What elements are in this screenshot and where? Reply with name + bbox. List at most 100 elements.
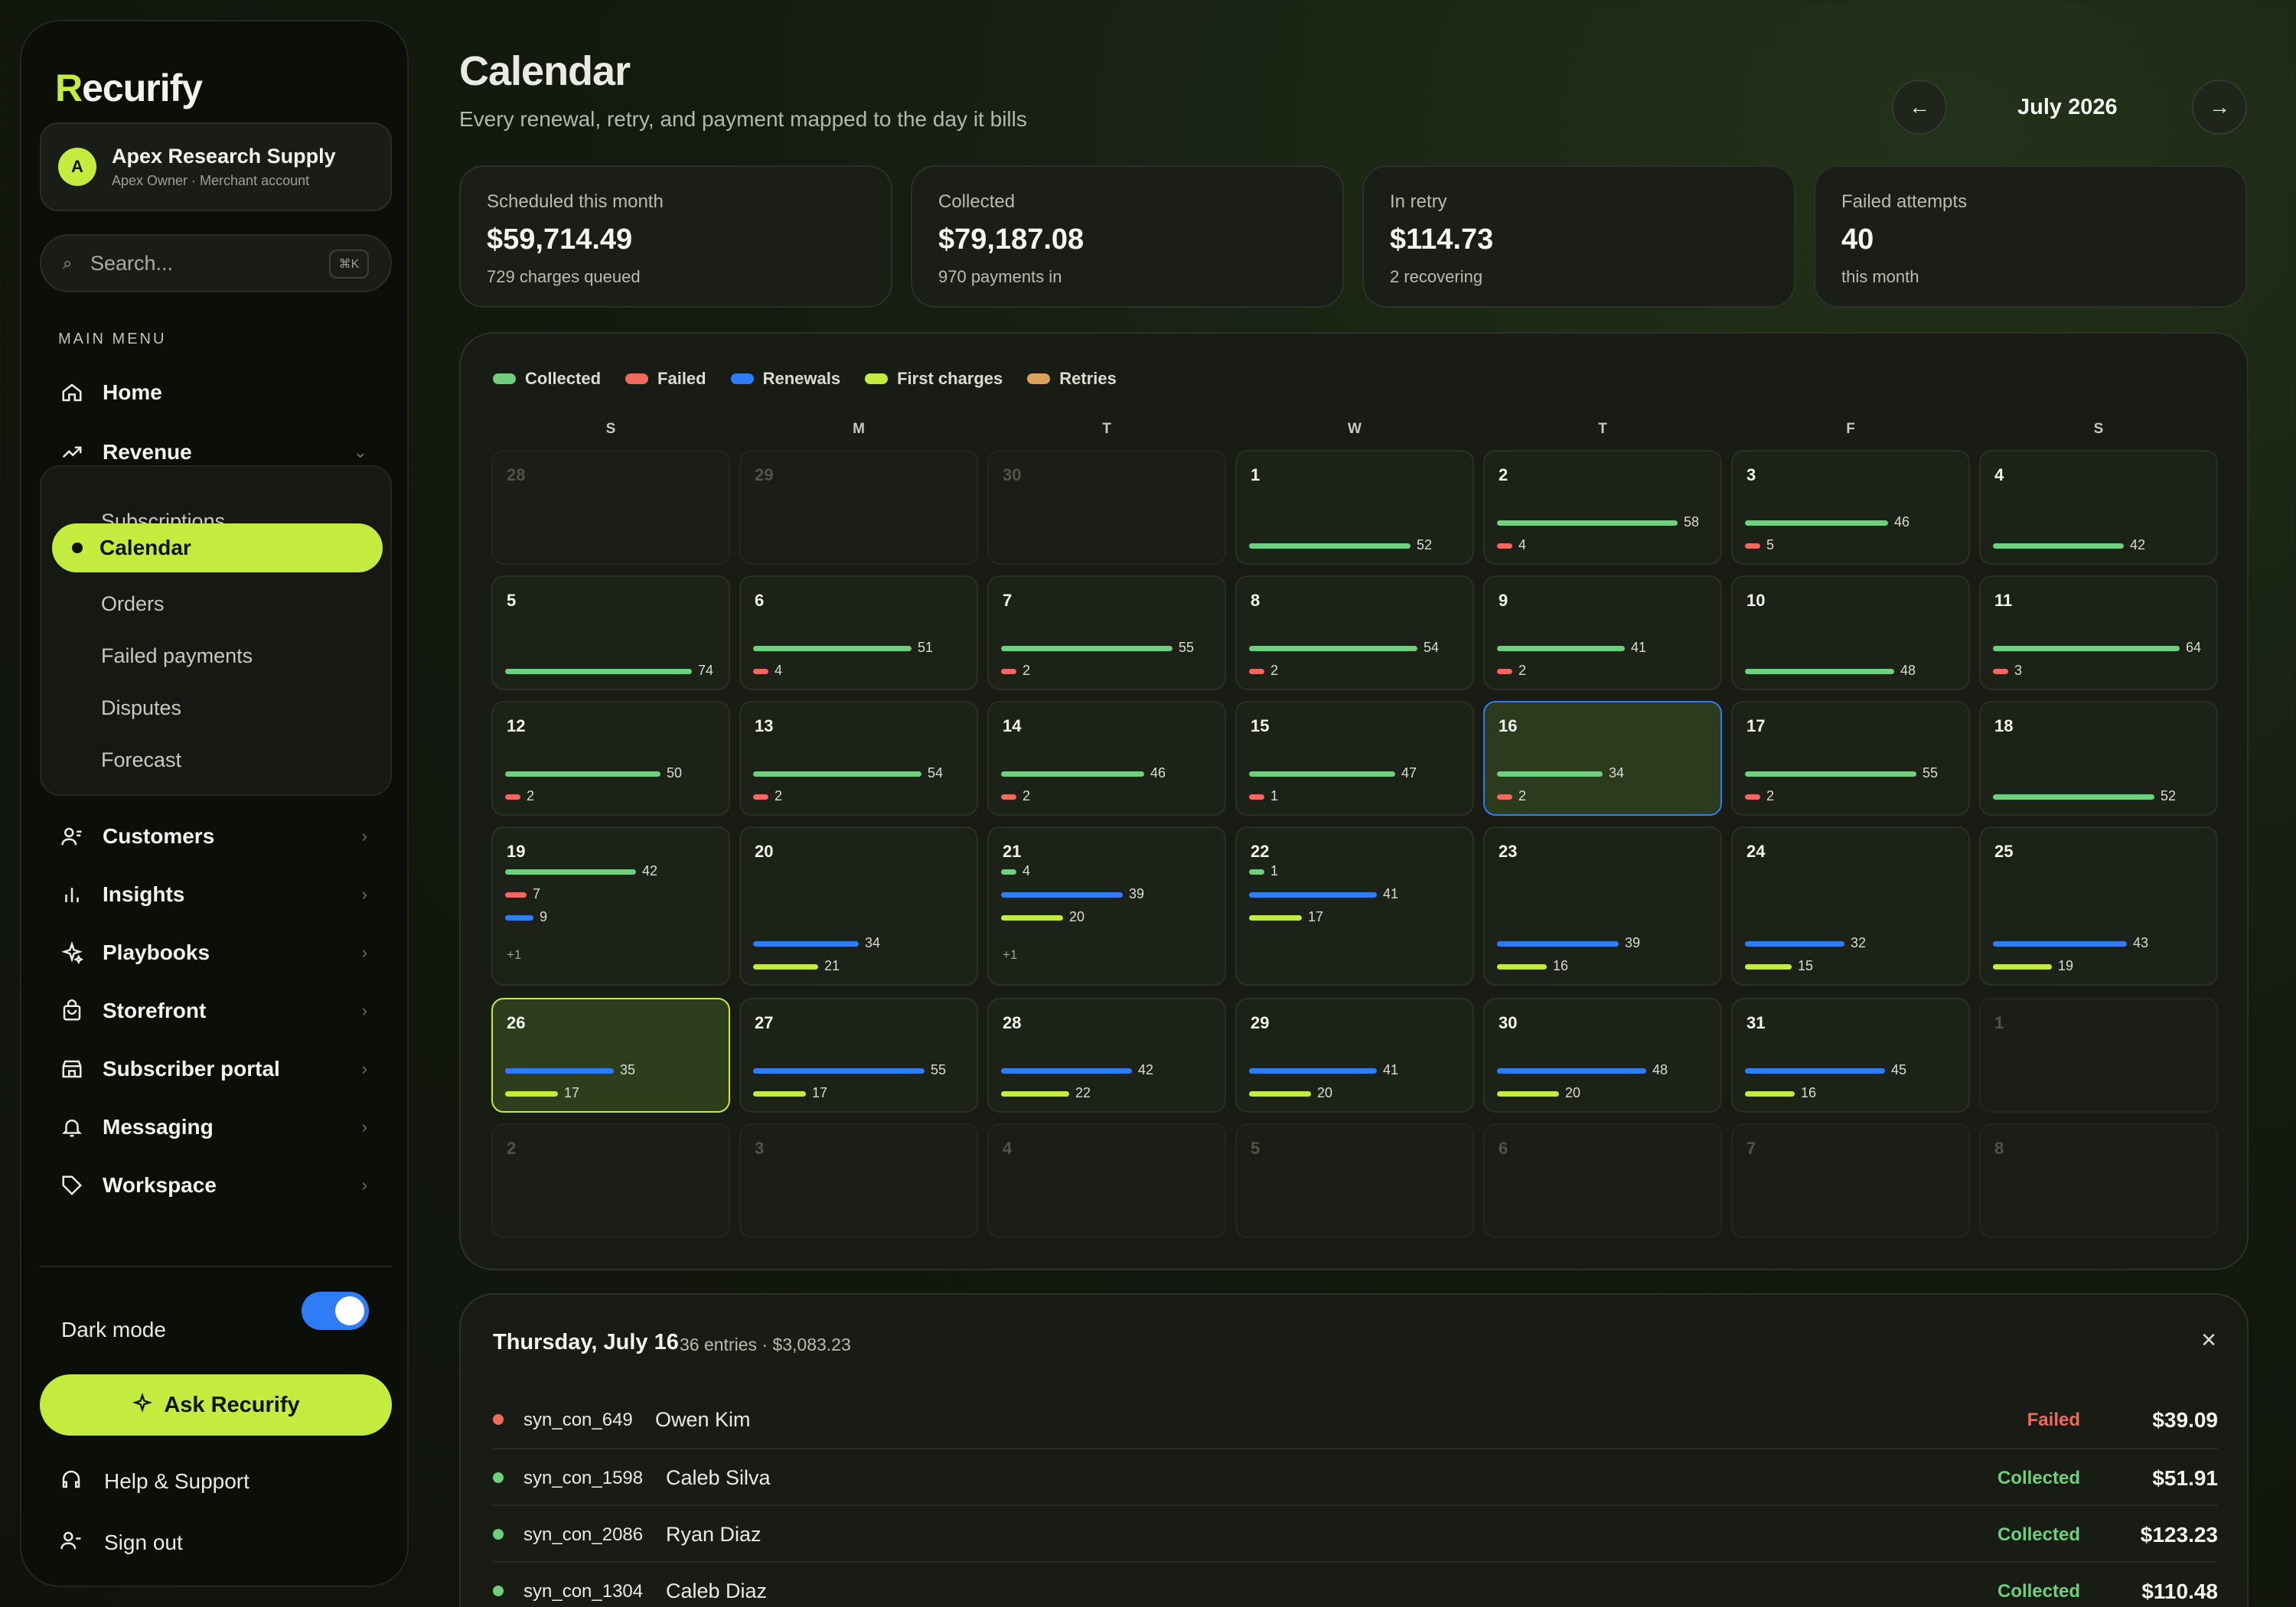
nav-playbooks[interactable]: Playbooks › (58, 934, 395, 972)
sub-item-calendar[interactable]: Calendar (52, 523, 383, 572)
failed-bar (505, 892, 527, 898)
nav-revenue[interactable]: Revenue ⌄ (58, 433, 395, 471)
collected-count: 48 (1900, 663, 1916, 678)
calendar-day[interactable]: 28 42 22 (987, 998, 1226, 1113)
calendar-day[interactable]: 30 48 20 (1483, 998, 1722, 1113)
calendar-day[interactable]: 4 42 (1979, 450, 2218, 565)
more-entries[interactable]: +1 (507, 947, 522, 962)
contract-id: syn_con_1304 (523, 1581, 644, 1602)
calendar-day[interactable]: 31 45 16 (1731, 998, 1970, 1113)
renewal-count: 35 (620, 1062, 636, 1077)
next-month-button[interactable]: → (2192, 80, 2247, 135)
failed-count: 2 (1022, 663, 1031, 678)
calendar-day[interactable]: 17 55 2 (1731, 701, 1970, 816)
calendar-day[interactable]: 20 34 21 (739, 826, 978, 986)
nav-home-label: Home (103, 380, 162, 404)
contract-id: syn_con_2086 (523, 1524, 644, 1545)
calendar-day[interactable]: 6 51 4 (739, 575, 978, 690)
calendar-day[interactable]: 23 39 16 (1483, 826, 1722, 986)
failed-count: 2 (1766, 788, 1775, 804)
calendar-day[interactable]: 8 54 2 (1235, 575, 1474, 690)
calendar-day[interactable]: 22 1 41 17 (1235, 826, 1474, 986)
sign-out-label: Sign out (104, 1530, 183, 1554)
calendar-day[interactable]: 2 58 4 (1483, 450, 1722, 565)
table-row[interactable]: syn_con_2086 Ryan Diaz Collected $123.23 (493, 1504, 2218, 1561)
nav-home[interactable]: Home (58, 373, 395, 412)
failed-bar (1745, 794, 1760, 800)
stat-in-retry: In retry $114.73 2 recovering (1362, 165, 1795, 308)
nav-customers[interactable]: Customers › (58, 817, 395, 856)
calendar-day[interactable]: 16 34 2 (1483, 701, 1722, 816)
current-month: July 2026 (2017, 95, 2118, 119)
help-support-link[interactable]: Help & Support (60, 1468, 249, 1495)
calendar-day[interactable]: 12 50 2 (491, 701, 730, 816)
day-number: 27 (755, 1013, 774, 1032)
first-count: 16 (1801, 1085, 1817, 1100)
legend-label: Renewals (762, 369, 841, 388)
calendar-day[interactable]: 25 43 19 (1979, 826, 2218, 986)
day-number: 18 (1994, 716, 2014, 735)
sub-item-forecast[interactable]: Forecast (101, 748, 182, 771)
calendar-day[interactable]: 18 52 (1979, 701, 2218, 816)
account-switcher[interactable]: A Apex Research Supply Apex Owner · Merc… (40, 122, 392, 211)
collected-bar (1497, 646, 1625, 651)
collected-count: 41 (1631, 640, 1647, 655)
sign-out-link[interactable]: Sign out (60, 1529, 183, 1556)
table-row[interactable]: syn_con_1304 Caleb Diaz Collected $110.48 (493, 1561, 2218, 1607)
users-icon (58, 823, 86, 850)
table-row[interactable]: syn_con_649 Owen Kim Failed $39.09 (493, 1391, 2218, 1448)
table-row[interactable]: syn_con_1598 Caleb Silva Collected $51.91 (493, 1448, 2218, 1504)
renewal-count: 45 (1891, 1062, 1907, 1077)
trend-icon (58, 438, 86, 466)
chevron-right-icon: › (361, 943, 367, 962)
prev-month-button[interactable]: ← (1892, 80, 1947, 135)
calendar-day[interactable]: 11 64 3 (1979, 575, 2218, 690)
calendar-legend: Collected Failed Renewals First charges Retr… (493, 369, 1141, 389)
calendar-day[interactable]: 7 55 2 (987, 575, 1226, 690)
calendar-day[interactable]: 10 48 (1731, 575, 1970, 690)
bag-icon (58, 997, 86, 1025)
weekday-header: M (853, 421, 865, 437)
calendar-day[interactable]: 26 35 17 (491, 998, 730, 1113)
active-dot (72, 543, 83, 553)
failed-bar (1993, 669, 2008, 674)
renewal-bar (1745, 1068, 1885, 1074)
calendar-day[interactable]: 5 74 (491, 575, 730, 690)
renewal-count: 43 (2133, 935, 2149, 950)
first-bar (1497, 964, 1547, 970)
chevron-right-icon: › (361, 826, 367, 846)
contract-id: syn_con_1598 (523, 1468, 644, 1488)
calendar-day[interactable]: 19 42 7 9 +1 (491, 826, 730, 986)
legend-item: Failed (625, 369, 706, 389)
nav-insights[interactable]: Insights › (58, 875, 395, 914)
calendar-day[interactable]: 13 54 2 (739, 701, 978, 816)
calendar-day[interactable]: 9 41 2 (1483, 575, 1722, 690)
calendar-day[interactable]: 27 55 17 (739, 998, 978, 1113)
calendar-day: 5 (1235, 1123, 1474, 1238)
calendar-day[interactable]: 29 41 20 (1235, 998, 1474, 1113)
search-input[interactable]: ⌕ Search... ⌘K (40, 234, 392, 292)
headphones-icon (60, 1468, 83, 1495)
nav-storefront[interactable]: Storefront › (58, 992, 395, 1030)
sub-item-disputes[interactable]: Disputes (101, 696, 182, 719)
first-bar (1993, 964, 2052, 970)
calendar-day[interactable]: 1 52 (1235, 450, 1474, 565)
calendar-day[interactable]: 24 32 15 (1731, 826, 1970, 986)
calendar-day[interactable]: 3 46 5 (1731, 450, 1970, 565)
sub-item-orders[interactable]: Orders (101, 592, 165, 615)
day-number: 20 (755, 842, 774, 861)
nav-messaging[interactable]: Messaging › (58, 1108, 395, 1146)
sparkle-icon (58, 939, 86, 966)
nav-subscriber-portal[interactable]: Subscriber portal › (58, 1050, 395, 1088)
app-logo[interactable]: Recurify (55, 66, 203, 110)
calendar-day[interactable]: 21 4 39 20 +1 (987, 826, 1226, 986)
nav-workspace[interactable]: Workspace › (58, 1166, 395, 1204)
calendar-day[interactable]: 14 46 2 (987, 701, 1226, 816)
sub-item-failed-payments[interactable]: Failed payments (101, 644, 253, 667)
more-entries[interactable]: +1 (1003, 947, 1018, 962)
weekday-header: S (605, 421, 616, 437)
calendar-day[interactable]: 15 47 1 (1235, 701, 1474, 816)
dark-mode-toggle[interactable] (302, 1292, 369, 1330)
close-icon[interactable]: × (2201, 1325, 2216, 1354)
ask-recurify-button[interactable]: Ask Recurify (40, 1374, 392, 1436)
